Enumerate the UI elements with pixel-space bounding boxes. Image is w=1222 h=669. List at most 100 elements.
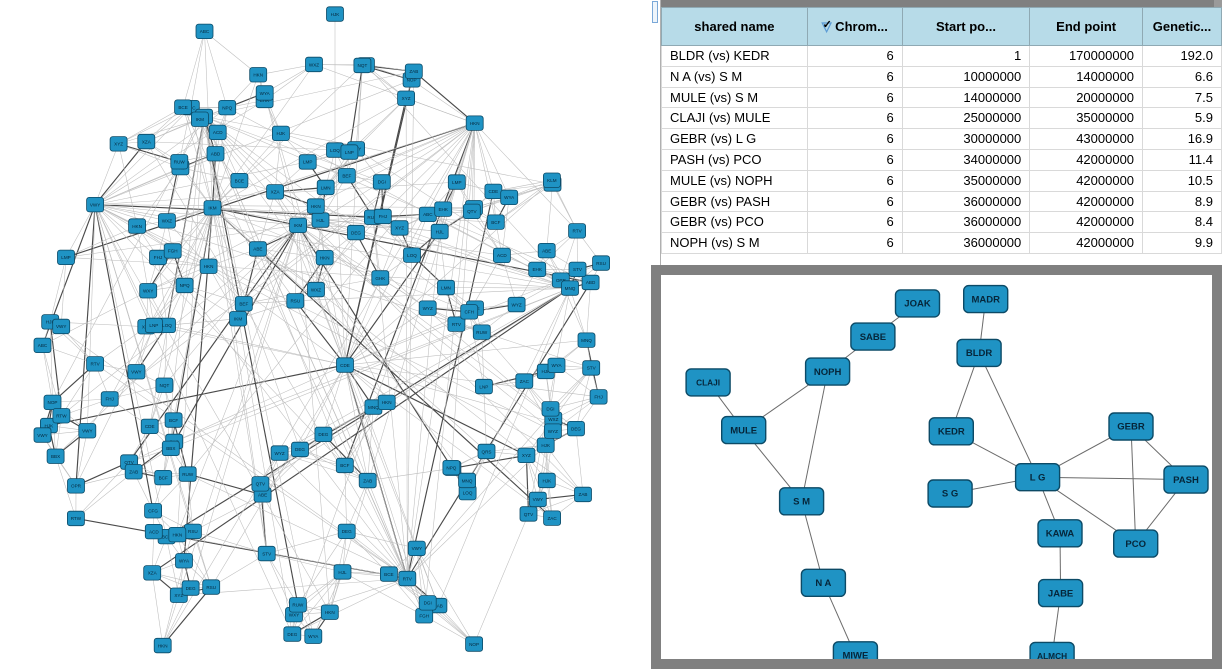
svg-text:RTV: RTV [403,576,413,581]
svg-text:VWY: VWY [533,497,543,502]
svg-text:S G: S G [942,489,958,500]
svg-text:MNQ: MNQ [462,478,473,483]
svg-text:BLDR: BLDR [966,348,993,359]
svg-text:RSU: RSU [596,261,606,266]
svg-text:S M: S M [793,497,810,508]
svg-text:DGI: DGI [378,180,386,185]
svg-text:BBX: BBX [166,446,175,451]
svg-text:WYA: WYA [260,91,271,96]
svg-text:CDE: CDE [145,424,155,429]
svg-text:DEG: DEG [186,586,196,591]
svg-text:STV: STV [262,551,272,556]
svg-text:IKM: IKM [208,206,216,211]
svg-text:XYZ: XYZ [522,453,531,458]
svg-text:HJL: HJL [316,218,325,223]
svg-text:NOP: NOP [469,642,479,647]
svg-text:SABE: SABE [860,332,886,343]
svg-text:FHJ: FHJ [594,395,602,400]
svg-text:RUW: RUW [476,330,488,335]
svg-text:OPR: OPR [71,484,82,489]
svg-text:ZAB: ZAB [579,492,588,497]
svg-text:N A: N A [815,578,831,589]
svg-text:DEG: DEG [287,632,297,637]
svg-text:RUW: RUW [292,603,304,608]
svg-text:EHK: EHK [438,207,448,212]
svg-text:NQT: NQT [160,383,170,388]
svg-text:DGI: DGI [424,601,432,606]
svg-text:IKM: IKM [196,117,204,122]
svg-text:ABE: ABE [258,493,267,498]
svg-text:BCE: BCE [384,572,393,577]
svg-text:WXY: WXY [289,612,299,617]
svg-text:VWY: VWY [90,202,100,207]
svg-text:LNP: LNP [149,323,158,328]
svg-text:HKN: HKN [382,400,392,405]
svg-text:KEDR: KEDR [938,427,965,438]
svg-text:NOPH: NOPH [814,367,842,378]
svg-text:BCF: BCF [340,463,349,468]
svg-text:ABC: ABC [38,343,48,348]
svg-text:RTW: RTW [56,414,67,419]
svg-text:XZA: XZA [271,190,281,195]
svg-text:LMP: LMP [61,255,70,260]
svg-text:LMP: LMP [452,180,461,185]
svg-text:RTW: RTW [71,516,82,521]
svg-text:CFG: CFG [148,509,158,514]
svg-text:CDE: CDE [489,189,499,194]
svg-text:DEG: DEG [295,447,305,452]
svg-text:LNP: LNP [479,384,488,389]
svg-text:QRS: QRS [482,449,492,454]
svg-text:ALMCH: ALMCH [1037,651,1067,659]
svg-text:XYZ: XYZ [402,96,411,101]
svg-text:CDE: CDE [340,363,350,368]
svg-text:CLAJI: CLAJI [696,378,720,388]
svg-text:WYA: WYA [179,559,190,564]
svg-text:ACD: ACD [149,530,159,535]
svg-text:MNQ: MNQ [368,405,379,410]
svg-text:WYZ: WYZ [274,451,284,456]
svg-text:BCF: BCF [491,220,500,225]
svg-text:FGH: FGH [168,249,178,254]
svg-text:WYA: WYA [308,634,319,639]
svg-text:RTV: RTV [452,322,462,327]
svg-text:ZAB: ZAB [409,69,418,74]
svg-text:MADR: MADR [971,294,1000,305]
svg-text:QTV: QTV [124,460,134,465]
svg-text:LOQ: LOQ [330,148,340,153]
svg-text:CFH: CFH [464,310,473,315]
svg-text:ABE: ABE [542,249,551,254]
svg-text:MIWE: MIWE [842,651,868,660]
svg-text:MNQ: MNQ [565,286,576,291]
svg-text:ZAB: ZAB [363,478,372,483]
svg-text:ABC: ABC [423,212,433,217]
svg-text:DEG: DEG [342,529,352,534]
svg-text:WXZ: WXZ [309,62,319,67]
svg-text:BCF: BCF [169,418,178,423]
svg-text:NOP: NOP [48,400,58,405]
svg-text:ZAB: ZAB [129,470,138,475]
svg-text:STV: STV [587,366,597,371]
svg-text:LNP: LNP [345,150,354,155]
svg-text:JABE: JABE [1048,588,1073,599]
svg-text:HJK: HJK [541,443,551,448]
svg-text:PASH: PASH [1173,475,1199,486]
svg-text:RSU: RSU [188,529,198,534]
svg-text:NPQ: NPQ [222,106,232,111]
svg-text:WYZ: WYZ [548,429,558,434]
svg-text:WYZ: WYZ [511,302,521,307]
svg-text:LOQ: LOQ [463,491,473,496]
svg-text:ABD: ABD [211,152,221,157]
svg-text:BEF: BEF [342,174,351,179]
svg-text:ABD: ABD [586,280,596,285]
svg-text:LMP: LMP [303,160,312,165]
svg-text:GHK: GHK [375,276,386,281]
svg-text:QTV: QTV [467,209,477,214]
svg-text:DEG: DEG [318,432,328,437]
svg-text:VWY: VWY [131,370,141,375]
svg-text:BCF: BCF [159,476,168,481]
svg-text:ACD: ACD [497,253,507,258]
svg-text:EHK: EHK [532,267,542,272]
svg-text:XZA: XZA [148,571,158,576]
svg-text:WXZ: WXZ [162,219,172,224]
svg-text:HJK: HJK [331,12,341,17]
